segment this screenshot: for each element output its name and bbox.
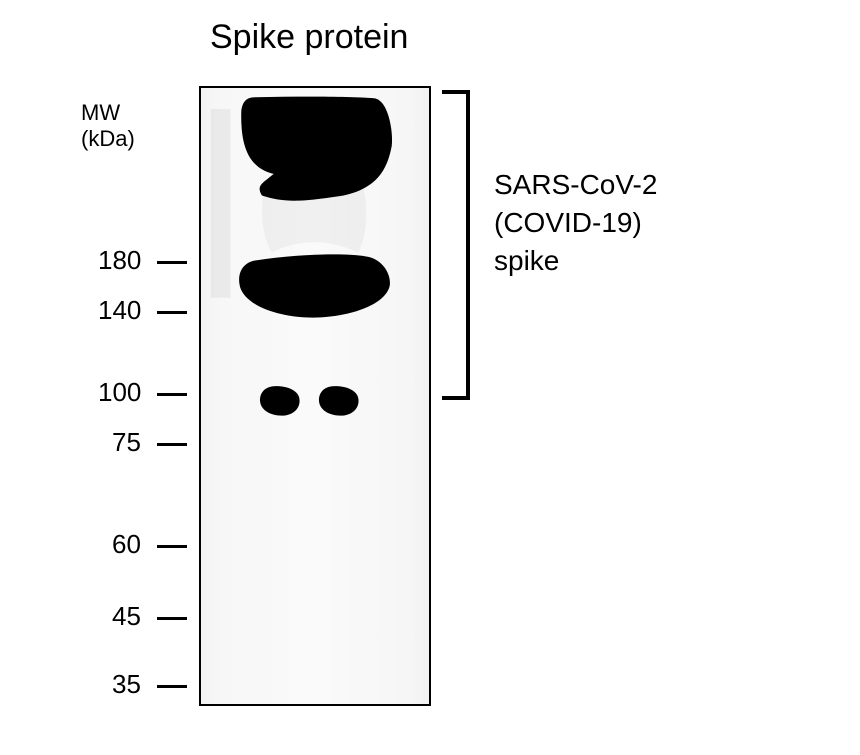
annotation-line3: spike — [494, 245, 559, 276]
mw-tick-mark — [157, 617, 187, 620]
mw-tick-label: 140 — [98, 295, 141, 326]
annotation-line1: SARS-CoV-2 — [494, 169, 657, 200]
blot-lane — [199, 86, 431, 706]
annotation-bracket — [442, 90, 470, 400]
blot-band — [260, 386, 300, 415]
mw-tick-mark — [157, 261, 187, 264]
mw-axis-header-line1: MW — [81, 100, 120, 125]
figure-container: Spike protein MW (kDa) SARS-CoV-2 (COVID… — [0, 0, 860, 755]
lane-title: Spike protein — [210, 18, 408, 57]
blot-bands-svg — [201, 88, 429, 704]
annotation-text: SARS-CoV-2 (COVID-19) spike — [494, 166, 657, 279]
mw-tick-mark — [157, 545, 187, 548]
mw-axis-header: MW (kDa) — [81, 100, 135, 153]
mw-tick-mark — [157, 685, 187, 688]
mw-tick-label: 45 — [112, 601, 141, 632]
blot-band — [319, 386, 359, 415]
mw-tick-label: 180 — [98, 245, 141, 276]
mw-tick-label: 35 — [112, 669, 141, 700]
mw-tick-mark — [157, 393, 187, 396]
annotation-line2: (COVID-19) — [494, 207, 642, 238]
mw-tick-label: 60 — [112, 529, 141, 560]
mw-axis-header-line2: (kDa) — [81, 126, 135, 151]
mw-tick-mark — [157, 443, 187, 446]
blot-band — [239, 254, 390, 317]
mw-tick-label: 75 — [112, 427, 141, 458]
blot-faint-region — [211, 109, 231, 298]
mw-tick-mark — [157, 311, 187, 314]
mw-tick-label: 100 — [98, 377, 141, 408]
blot-band — [241, 97, 392, 201]
